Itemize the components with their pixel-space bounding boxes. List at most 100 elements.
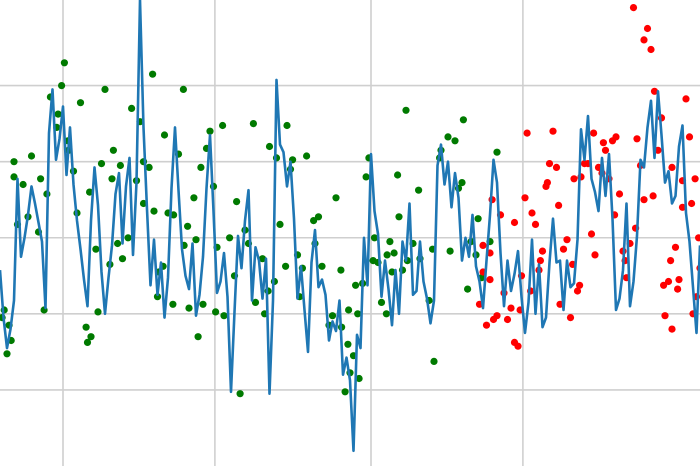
scatter-point-0-115	[352, 281, 360, 289]
scatter-point-1-88	[674, 285, 682, 293]
scatter-point-0-148	[369, 257, 377, 265]
scatter-point-0-83	[458, 179, 466, 187]
scatter-point-0-45	[251, 298, 260, 306]
scatter-point-0-48	[265, 142, 274, 151]
scatter-point-0-20	[114, 239, 122, 248]
scatter-point-1-37	[601, 146, 610, 154]
scatter-point-1-26	[563, 236, 571, 244]
scatter-point-0-40	[220, 312, 228, 320]
scatter-point-1-3	[486, 276, 494, 284]
scatter-point-1-86	[660, 281, 668, 289]
scatter-point-1-15	[523, 129, 531, 137]
scatter-point-0-89	[493, 148, 501, 156]
scatter-point-0-118	[394, 171, 402, 179]
scatter-point-0-91	[19, 180, 27, 189]
scatter-point-1-51	[650, 87, 659, 95]
scatter-point-1-22	[549, 127, 557, 135]
scatter-point-0-94	[76, 99, 85, 107]
scatter-point-1-49	[643, 24, 652, 33]
scatter-point-1-57	[671, 243, 680, 251]
scatter-point-0-28	[153, 293, 162, 301]
scatter-point-0-142	[282, 262, 290, 270]
scatter-point-0-19	[108, 175, 116, 183]
scatter-point-1-40	[612, 133, 620, 141]
scatter-point-0-59	[332, 194, 340, 202]
scatter-point-1-28	[570, 175, 578, 183]
scatter-point-0-145	[337, 266, 345, 274]
scatter-point-1-34	[591, 251, 599, 259]
scatter-point-1-25	[559, 245, 568, 253]
scatter-point-0-120	[415, 186, 423, 194]
scatter-point-0-18	[101, 85, 109, 93]
scatter-point-0-105	[197, 163, 205, 171]
scatter-point-0-100	[149, 70, 157, 78]
scatter-point-0-46	[258, 255, 267, 263]
scatter-point-0-98	[116, 161, 124, 170]
scatter-point-0-41	[226, 234, 234, 242]
scatter-point-0-9	[54, 110, 62, 118]
scatter-point-1-6	[493, 312, 501, 320]
scatter-point-1-50	[647, 45, 655, 54]
scatter-point-1-48	[640, 196, 648, 204]
scatter-point-1-69	[640, 36, 648, 44]
scatter-point-0-35	[194, 333, 202, 341]
scatter-point-0-15	[83, 338, 92, 346]
scatter-point-0-34	[192, 236, 200, 244]
scatter-point-0-123	[446, 247, 454, 255]
scatter-point-0-133	[109, 146, 117, 154]
scatter-point-0-130	[58, 82, 66, 90]
scatter-point-1-14	[521, 194, 529, 202]
scatter-point-1-46	[633, 135, 641, 143]
scatter-point-1-2	[482, 321, 491, 329]
scatter-point-1-61	[685, 133, 694, 141]
scatter-point-0-64	[355, 374, 363, 383]
scatter-point-1-41	[615, 190, 624, 198]
series-layer	[0, 0, 700, 453]
scatter-point-0-144	[314, 213, 323, 221]
scatter-point-0-146	[354, 310, 362, 318]
scatter-point-0-61	[344, 340, 352, 348]
scatter-point-0-101	[160, 131, 169, 139]
scatter-point-0-84	[464, 285, 472, 293]
scatter-point-1-87	[667, 257, 675, 265]
scatter-point-1-21	[545, 160, 554, 168]
scatter-point-0-137	[184, 222, 192, 230]
scatter-point-0-132	[92, 245, 100, 253]
scatter-point-1-54	[661, 312, 669, 320]
scatter-point-0-147	[362, 173, 370, 181]
scatter-point-0-22	[124, 234, 132, 242]
scatter-point-1-19	[538, 247, 547, 255]
scatter-point-0-104	[190, 194, 198, 202]
scatter-point-0-17	[94, 308, 102, 316]
scatter-point-0-95	[86, 188, 94, 196]
scatter-point-1-16	[528, 209, 536, 217]
scatter-point-0-128	[27, 152, 36, 160]
scatter-point-0-3	[10, 173, 18, 181]
scatter-point-0-74	[402, 106, 410, 114]
scatter-point-1-60	[682, 95, 690, 103]
scatter-point-0-21	[118, 255, 127, 263]
scatter-point-0-124	[459, 116, 467, 124]
scatter-point-0-37	[206, 127, 214, 135]
scatter-point-0-116	[370, 234, 379, 242]
scatter-point-0-50	[276, 220, 284, 228]
scatter-point-1-56	[668, 325, 676, 333]
scatter-point-1-55	[664, 277, 673, 286]
scatter-point-0-106	[219, 121, 227, 130]
scatter-point-0-71	[390, 249, 398, 257]
scatter-point-0-149	[386, 238, 394, 246]
scatter-point-0-99	[128, 104, 136, 112]
scatter-point-0-60	[341, 388, 349, 396]
scatter-point-1-77	[555, 201, 563, 209]
scatter-point-1-10	[507, 304, 515, 312]
scatter-point-0-1	[3, 350, 11, 358]
scatter-point-1-59	[678, 203, 687, 211]
scatter-point-1-68	[695, 234, 700, 242]
scatter-point-0-36	[199, 300, 207, 308]
scatter-point-0-72	[395, 213, 403, 221]
scatter-point-1-70	[479, 241, 487, 249]
scatter-point-1-67	[691, 175, 699, 183]
scatter-point-1-29	[573, 287, 582, 295]
scatter-point-0-27	[150, 207, 158, 215]
